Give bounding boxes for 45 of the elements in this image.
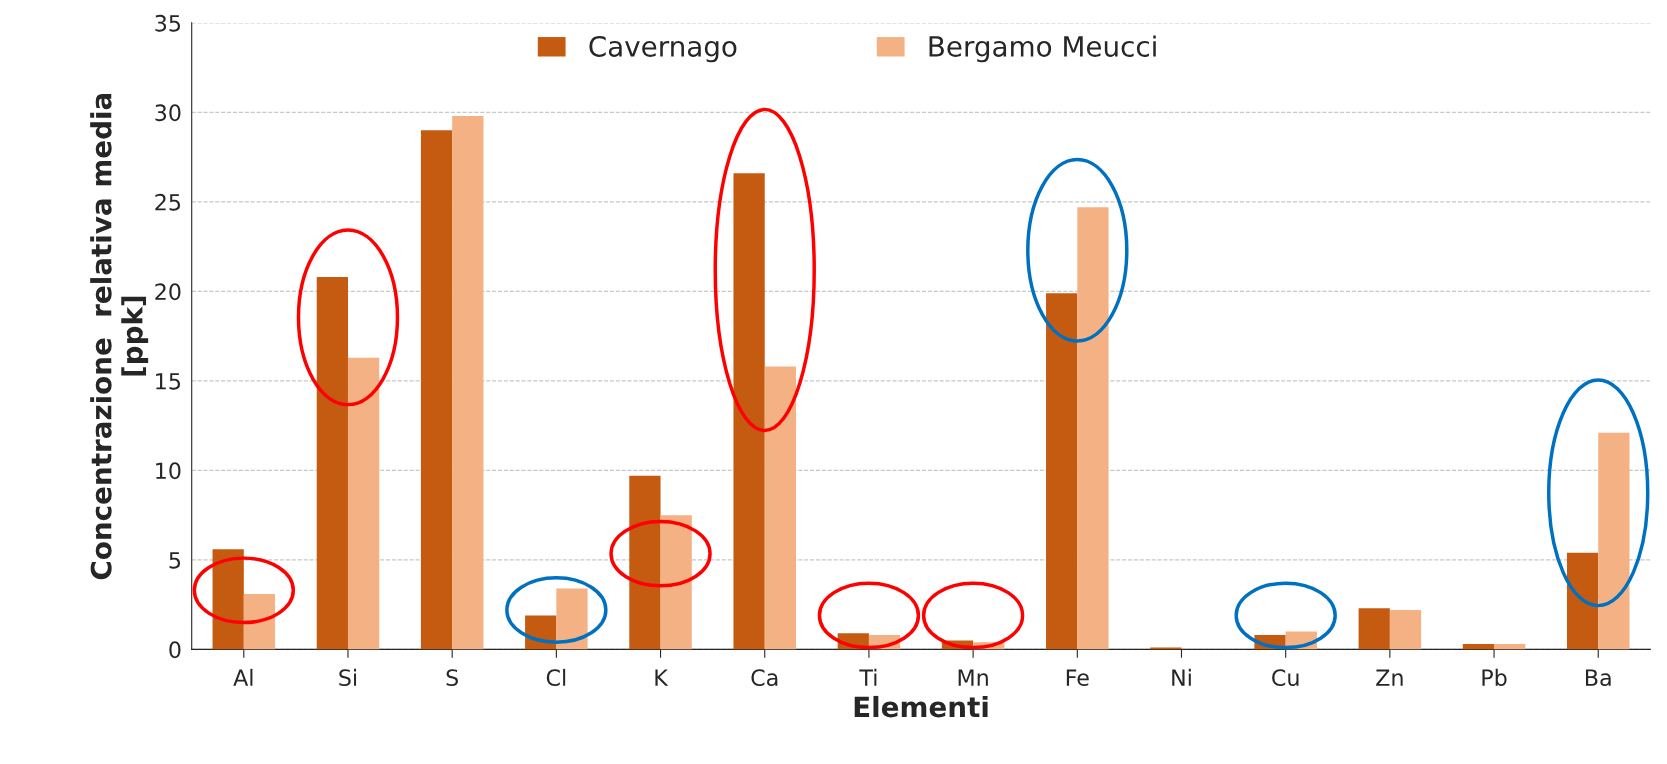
bar bbox=[420, 130, 453, 650]
x-axis-title: Elementi bbox=[854, 695, 988, 718]
bar bbox=[1389, 610, 1422, 650]
x-tick-label: Ba bbox=[1585, 669, 1611, 687]
y-tick-label: 35 bbox=[155, 14, 181, 32]
x-tick-label: Ca bbox=[751, 669, 778, 687]
x-tick-label: Cu bbox=[1272, 669, 1299, 687]
y-tick-label: 30 bbox=[155, 104, 181, 122]
x-tick-label: Ti bbox=[859, 668, 877, 686]
x-tick-label: Mn bbox=[958, 669, 988, 686]
y-tick-label: 15 bbox=[156, 373, 181, 390]
y-tick-label: 10 bbox=[156, 462, 181, 480]
y-tick-label: 5 bbox=[169, 552, 181, 569]
bar bbox=[243, 593, 276, 650]
bar bbox=[212, 549, 244, 650]
bar bbox=[1077, 207, 1109, 650]
bar bbox=[1598, 432, 1630, 650]
bar bbox=[1358, 608, 1390, 650]
bar bbox=[1046, 293, 1078, 650]
bar bbox=[660, 515, 692, 650]
x-tick-label: Fe bbox=[1066, 669, 1089, 687]
bar bbox=[764, 366, 796, 650]
x-tick-label: K bbox=[655, 669, 669, 686]
x-tick-label: Pb bbox=[1482, 668, 1507, 687]
y-tick-label: 20 bbox=[155, 283, 181, 301]
bar bbox=[1462, 644, 1495, 650]
bar bbox=[347, 357, 380, 650]
x-tick-label: S bbox=[446, 669, 458, 687]
y-tick-label: 25 bbox=[155, 193, 181, 211]
bar bbox=[316, 277, 348, 650]
bar bbox=[629, 475, 661, 650]
x-tick-label: Al bbox=[233, 668, 253, 686]
x-tick-label: Zn bbox=[1376, 669, 1403, 686]
bar bbox=[452, 116, 484, 650]
bar bbox=[1494, 644, 1526, 650]
legend-label: Bergamo Meucci bbox=[929, 35, 1156, 63]
bar bbox=[733, 173, 765, 650]
y-axis-title: Concentrazione relativa media [ppk] bbox=[90, 93, 149, 580]
y-tick-label: 0 bbox=[169, 641, 181, 659]
x-tick-label: Cl bbox=[546, 668, 566, 687]
bar bbox=[1566, 552, 1599, 650]
bar bbox=[556, 588, 588, 650]
x-tick-label: Ni bbox=[1172, 668, 1191, 686]
x-tick-label: Si bbox=[339, 668, 357, 687]
legend-label: Cavernago bbox=[589, 35, 737, 63]
